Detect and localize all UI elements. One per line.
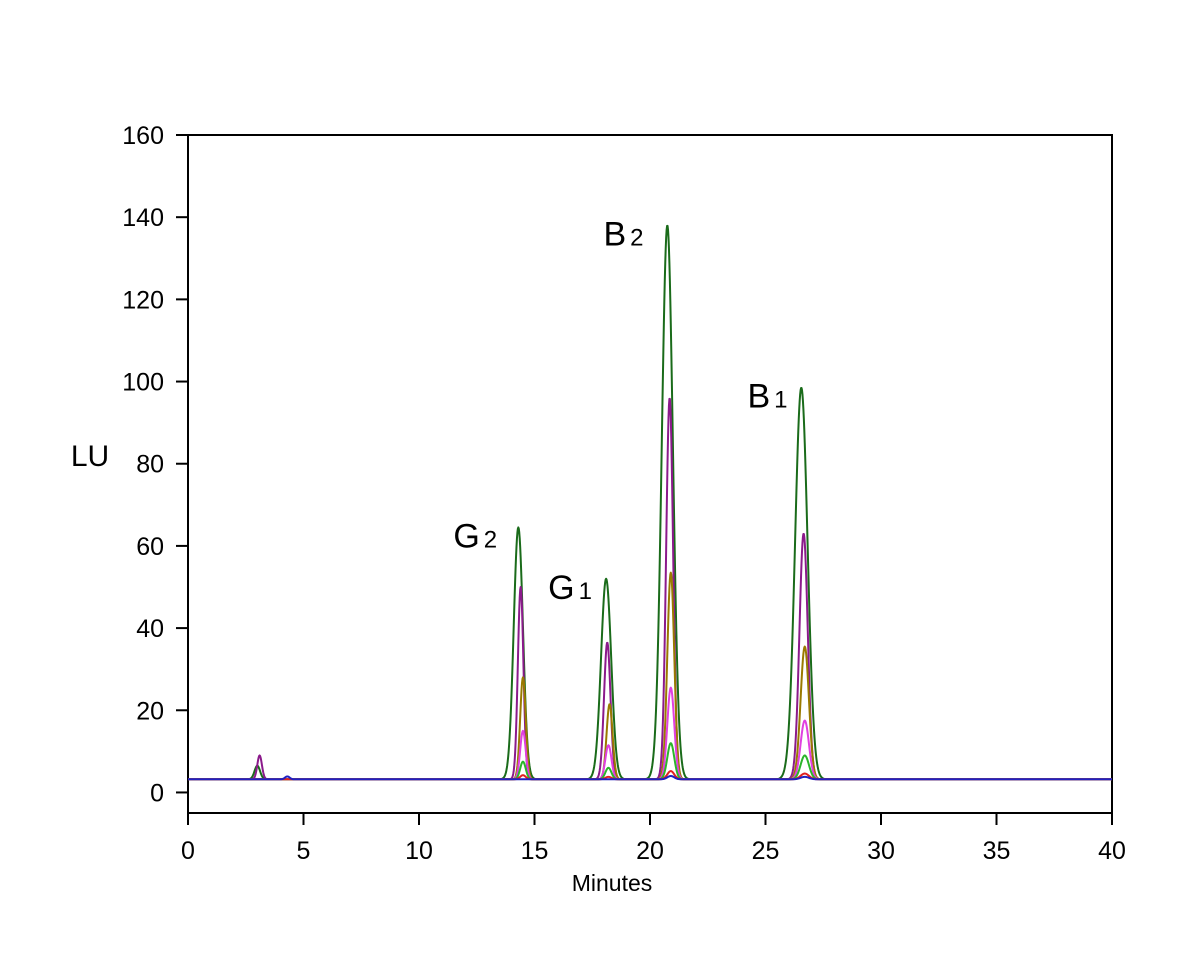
x-tick-label: 20: [636, 837, 664, 865]
x-axis: 0 5 10 15 20 25 30 35 40: [181, 813, 1126, 865]
x-tick-label: 15: [521, 837, 549, 865]
peak-label-subscript: 1: [774, 387, 787, 414]
series-line-7: [187, 775, 1113, 781]
x-tick-label: 5: [297, 837, 311, 865]
peak-label-subscript: 1: [579, 578, 592, 605]
y-axis-label: LU: [71, 440, 109, 473]
x-tick-label: 40: [1098, 837, 1126, 865]
x-tick-label: 0: [181, 837, 195, 865]
peak-label-subscript: 2: [484, 526, 497, 553]
y-axis: 0 20 40 60 80 100 120 140 160: [122, 122, 188, 807]
y-tick-label: 120: [122, 286, 164, 314]
x-tick-label: 35: [983, 837, 1011, 865]
x-tick-label: 25: [752, 837, 780, 865]
y-tick-label: 0: [150, 779, 164, 807]
x-tick-label: 30: [867, 837, 895, 865]
y-tick-label: 60: [136, 533, 164, 561]
y-tick-label: 20: [136, 697, 164, 725]
x-tick-label: 10: [405, 837, 433, 865]
y-tick-label: 80: [136, 451, 164, 479]
y-tick-label: 140: [122, 204, 164, 232]
peak-label-subscript: 2: [630, 224, 643, 251]
plot-area: [187, 134, 1113, 814]
x-axis-label: Minutes: [572, 870, 653, 896]
y-tick-label: 100: [122, 369, 164, 397]
series-layer: [187, 224, 1113, 781]
y-tick-label: 160: [122, 122, 164, 150]
y-tick-label: 40: [136, 615, 164, 643]
